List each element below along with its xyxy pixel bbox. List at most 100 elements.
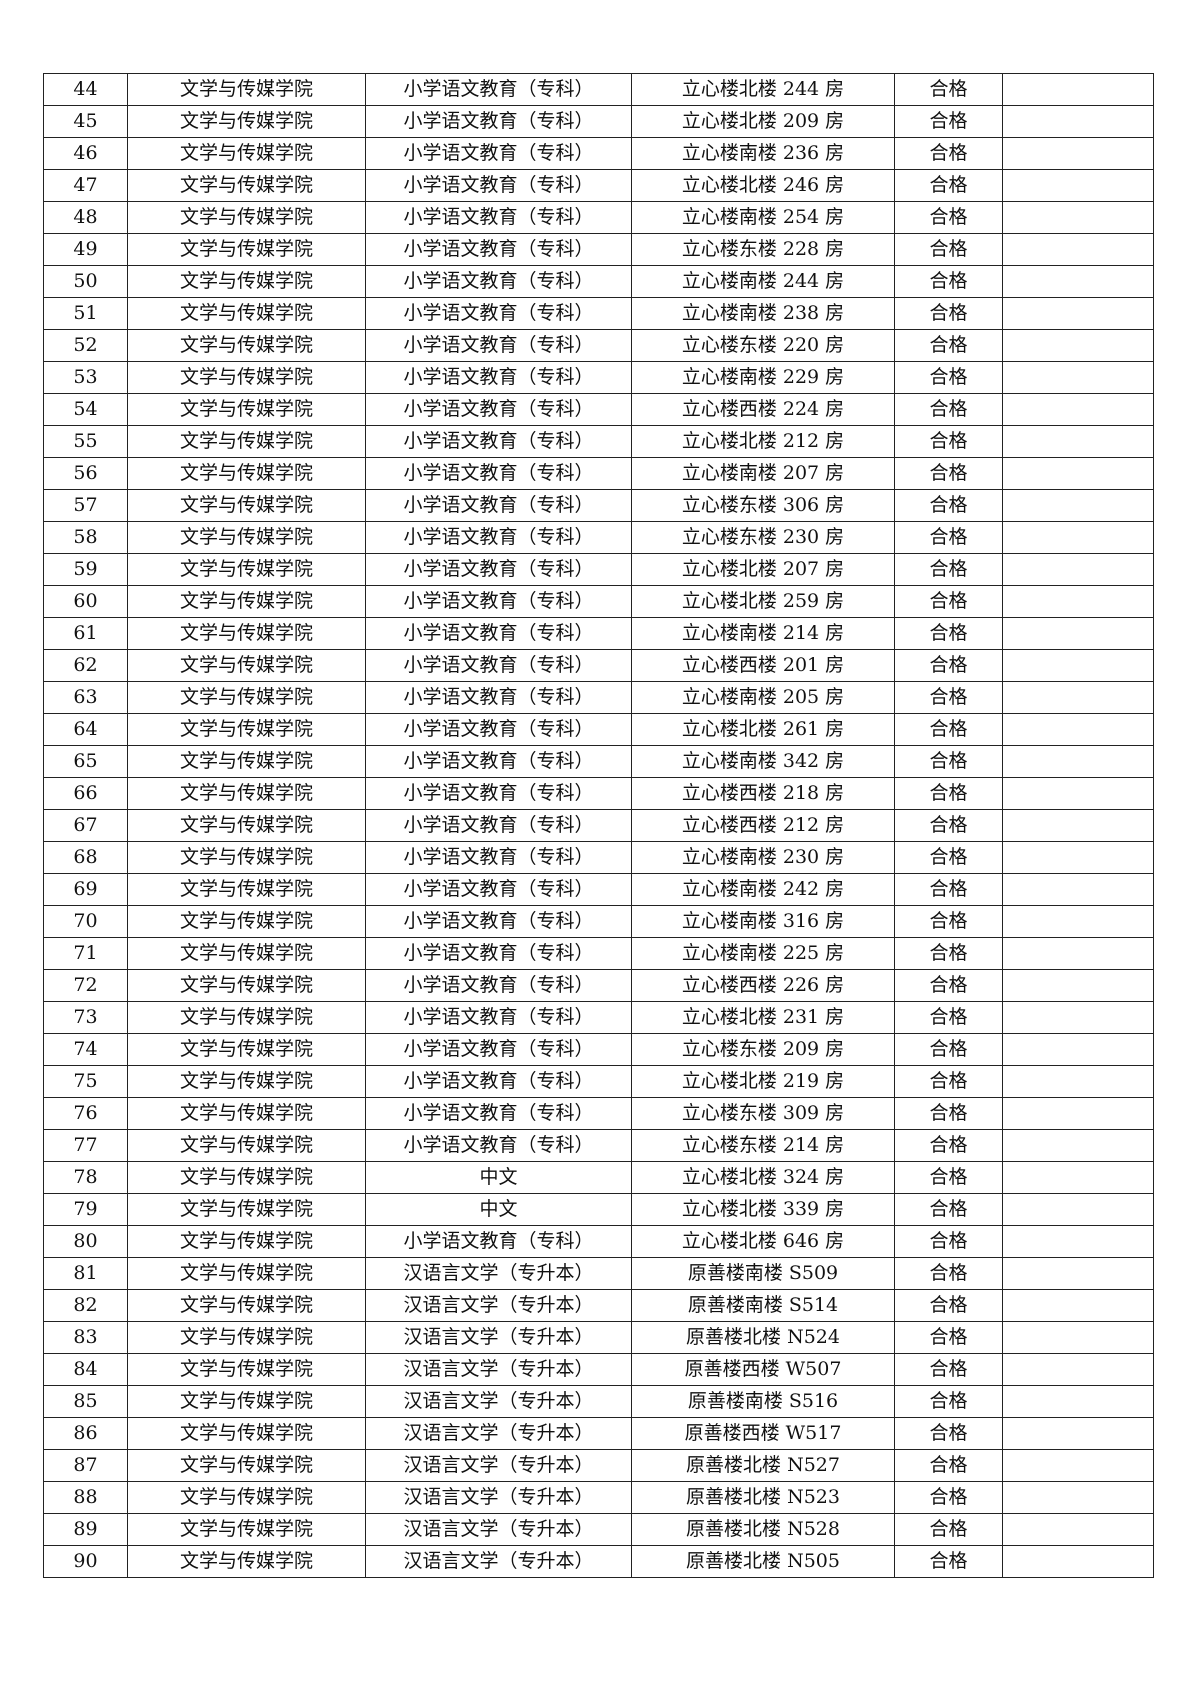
remark-cell bbox=[1002, 905, 1154, 938]
result-cell: 合格 bbox=[894, 969, 1003, 1002]
college-cell: 文学与传媒学院 bbox=[127, 1225, 366, 1258]
major-cell: 小学语文教育（专科） bbox=[365, 713, 632, 746]
remark-cell bbox=[1002, 873, 1154, 906]
room-cell: 立心楼南楼 236 房 bbox=[631, 137, 895, 170]
table-row: 49 文学与传媒学院 小学语文教育（专科） 立心楼东楼 228 房合格 bbox=[43, 233, 1154, 266]
college-cell: 文学与传媒学院 bbox=[127, 1417, 366, 1450]
remark-cell bbox=[1002, 1417, 1154, 1450]
table-row: 51 文学与传媒学院 小学语文教育（专科） 立心楼南楼 238 房合格 bbox=[43, 297, 1154, 330]
major-cell: 小学语文教育（专科） bbox=[365, 1225, 632, 1258]
table-row: 82 文学与传媒学院 汉语言文学（专升本） 原善楼南楼 S514 合格 bbox=[43, 1289, 1154, 1322]
row-number-cell: 55 bbox=[43, 425, 128, 458]
row-number-cell: 62 bbox=[43, 649, 128, 682]
result-cell: 合格 bbox=[894, 809, 1003, 842]
college-cell: 文学与传媒学院 bbox=[127, 1161, 366, 1194]
remark-cell bbox=[1002, 233, 1154, 266]
room-cell: 立心楼南楼 238 房 bbox=[631, 297, 895, 330]
result-cell: 合格 bbox=[894, 1225, 1003, 1258]
table-row: 64 文学与传媒学院 小学语文教育（专科） 立心楼北楼 261 房合格 bbox=[43, 713, 1154, 746]
major-cell: 小学语文教育（专科） bbox=[365, 105, 632, 138]
college-cell: 文学与传媒学院 bbox=[127, 1065, 366, 1098]
remark-cell bbox=[1002, 1513, 1154, 1546]
major-cell: 小学语文教育（专科） bbox=[365, 777, 632, 810]
major-cell: 小学语文教育（专科） bbox=[365, 73, 632, 106]
row-number-cell: 81 bbox=[43, 1257, 128, 1290]
table-row: 84 文学与传媒学院 汉语言文学（专升本） 原善楼西楼 W507 合格 bbox=[43, 1353, 1154, 1386]
college-cell: 文学与传媒学院 bbox=[127, 329, 366, 362]
result-cell: 合格 bbox=[894, 105, 1003, 138]
result-cell: 合格 bbox=[894, 937, 1003, 970]
major-cell: 小学语文教育（专科） bbox=[365, 585, 632, 618]
room-cell: 立心楼西楼 218 房 bbox=[631, 777, 895, 810]
room-cell: 立心楼北楼 246 房 bbox=[631, 169, 895, 202]
table-row: 86 文学与传媒学院 汉语言文学（专升本） 原善楼西楼 W517 合格 bbox=[43, 1417, 1154, 1450]
college-cell: 文学与传媒学院 bbox=[127, 201, 366, 234]
result-cell: 合格 bbox=[894, 681, 1003, 714]
table-row: 61 文学与传媒学院 小学语文教育（专科） 立心楼南楼 214 房合格 bbox=[43, 617, 1154, 650]
room-cell: 立心楼北楼 231 房 bbox=[631, 1001, 895, 1034]
table-row: 75 文学与传媒学院 小学语文教育（专科） 立心楼北楼 219 房合格 bbox=[43, 1065, 1154, 1098]
major-cell: 汉语言文学（专升本） bbox=[365, 1449, 632, 1482]
college-cell: 文学与传媒学院 bbox=[127, 1289, 366, 1322]
result-cell: 合格 bbox=[894, 777, 1003, 810]
room-cell: 立心楼北楼 259 房 bbox=[631, 585, 895, 618]
result-cell: 合格 bbox=[894, 713, 1003, 746]
college-cell: 文学与传媒学院 bbox=[127, 1257, 366, 1290]
college-cell: 文学与传媒学院 bbox=[127, 905, 366, 938]
major-cell: 小学语文教育（专科） bbox=[365, 649, 632, 682]
college-cell: 文学与传媒学院 bbox=[127, 1545, 366, 1578]
room-cell: 立心楼北楼 261 房 bbox=[631, 713, 895, 746]
result-cell: 合格 bbox=[894, 521, 1003, 554]
major-cell: 小学语文教育（专科） bbox=[365, 1001, 632, 1034]
table-row: 62 文学与传媒学院 小学语文教育（专科） 立心楼西楼 201 房合格 bbox=[43, 649, 1154, 682]
room-cell: 立心楼东楼 220 房 bbox=[631, 329, 895, 362]
room-cell: 立心楼东楼 209 房 bbox=[631, 1033, 895, 1066]
remark-cell bbox=[1002, 489, 1154, 522]
remark-cell bbox=[1002, 745, 1154, 778]
major-cell: 小学语文教育（专科） bbox=[365, 617, 632, 650]
college-cell: 文学与传媒学院 bbox=[127, 713, 366, 746]
table-row: 88 文学与传媒学院 汉语言文学（专升本） 原善楼北楼 N523 合格 bbox=[43, 1481, 1154, 1514]
major-cell: 小学语文教育（专科） bbox=[365, 521, 632, 554]
major-cell: 小学语文教育（专科） bbox=[365, 233, 632, 266]
college-cell: 文学与传媒学院 bbox=[127, 1513, 366, 1546]
major-cell: 小学语文教育（专科） bbox=[365, 745, 632, 778]
remark-cell bbox=[1002, 137, 1154, 170]
room-cell: 立心楼东楼 228 房 bbox=[631, 233, 895, 266]
remark-cell bbox=[1002, 425, 1154, 458]
row-number-cell: 85 bbox=[43, 1385, 128, 1418]
row-number-cell: 83 bbox=[43, 1321, 128, 1354]
row-number-cell: 59 bbox=[43, 553, 128, 586]
result-cell: 合格 bbox=[894, 201, 1003, 234]
result-cell: 合格 bbox=[894, 1353, 1003, 1386]
remark-cell bbox=[1002, 393, 1154, 426]
remark-cell bbox=[1002, 809, 1154, 842]
college-cell: 文学与传媒学院 bbox=[127, 73, 366, 106]
room-cell: 立心楼南楼 242 房 bbox=[631, 873, 895, 906]
table-row: 52 文学与传媒学院 小学语文教育（专科） 立心楼东楼 220 房合格 bbox=[43, 329, 1154, 362]
row-number-cell: 78 bbox=[43, 1161, 128, 1194]
major-cell: 中文 bbox=[365, 1193, 632, 1226]
major-cell: 小学语文教育（专科） bbox=[365, 265, 632, 298]
room-cell: 原善楼北楼 N527 bbox=[631, 1449, 895, 1482]
college-cell: 文学与传媒学院 bbox=[127, 1033, 366, 1066]
row-number-cell: 75 bbox=[43, 1065, 128, 1098]
result-cell: 合格 bbox=[894, 873, 1003, 906]
room-cell: 原善楼南楼 S514 bbox=[631, 1289, 895, 1322]
result-cell: 合格 bbox=[894, 1289, 1003, 1322]
remark-cell bbox=[1002, 617, 1154, 650]
row-number-cell: 71 bbox=[43, 937, 128, 970]
major-cell: 汉语言文学（专升本） bbox=[365, 1513, 632, 1546]
row-number-cell: 44 bbox=[43, 73, 128, 106]
row-number-cell: 84 bbox=[43, 1353, 128, 1386]
row-number-cell: 45 bbox=[43, 105, 128, 138]
major-cell: 小学语文教育（专科） bbox=[365, 553, 632, 586]
major-cell: 小学语文教育（专科） bbox=[365, 937, 632, 970]
remark-cell bbox=[1002, 1321, 1154, 1354]
row-number-cell: 57 bbox=[43, 489, 128, 522]
table-row: 65 文学与传媒学院 小学语文教育（专科） 立心楼南楼 342 房合格 bbox=[43, 745, 1154, 778]
result-cell: 合格 bbox=[894, 905, 1003, 938]
major-cell: 小学语文教育（专科） bbox=[365, 1065, 632, 1098]
result-cell: 合格 bbox=[894, 73, 1003, 106]
table-row: 55 文学与传媒学院 小学语文教育（专科） 立心楼北楼 212 房合格 bbox=[43, 425, 1154, 458]
